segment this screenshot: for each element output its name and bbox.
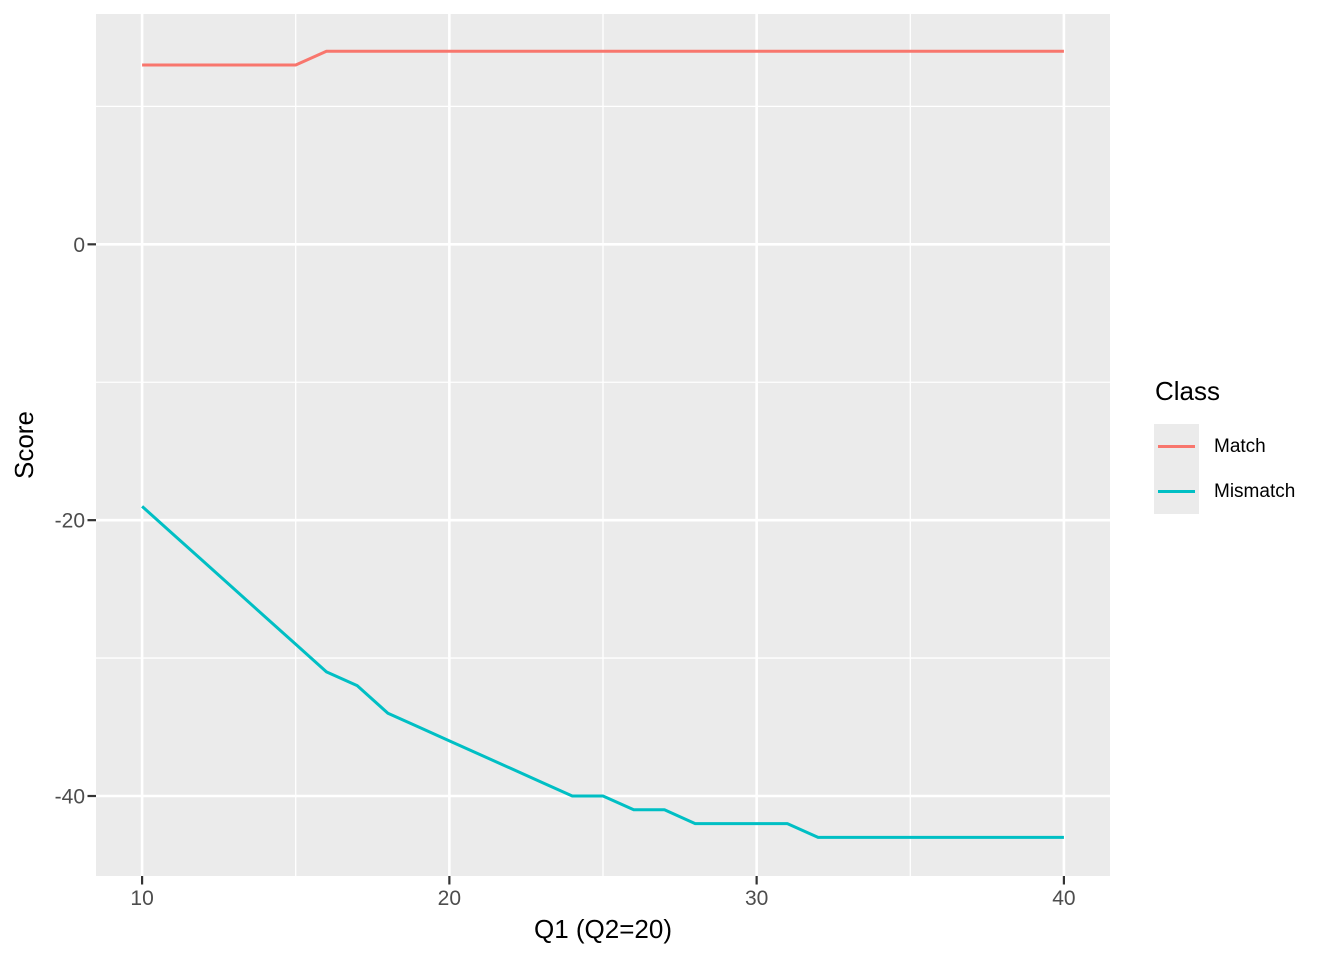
legend-label-match: Match bbox=[1214, 435, 1266, 457]
match-line-swatch-icon bbox=[1158, 445, 1195, 448]
x-tick-label-40: 40 bbox=[1052, 887, 1075, 910]
y-tick-label-0: 0 bbox=[73, 234, 85, 257]
legend: Class Match Mismatch bbox=[1154, 376, 1295, 514]
mismatch-line-swatch-icon bbox=[1158, 490, 1195, 493]
x-tick-label-10: 10 bbox=[130, 887, 153, 910]
x-axis-title: Q1 (Q2=20) bbox=[533, 914, 672, 944]
x-tick-label-30: 30 bbox=[745, 887, 768, 910]
y-tick-label--40: -40 bbox=[55, 786, 85, 809]
legend-key-match bbox=[1154, 424, 1199, 469]
legend-key-mismatch bbox=[1154, 469, 1199, 514]
y-axis-title: Score bbox=[9, 411, 39, 479]
legend-entry-mismatch: Mismatch bbox=[1154, 469, 1295, 514]
legend-entry-match: Match bbox=[1154, 424, 1295, 469]
x-tick-label-20: 20 bbox=[438, 887, 461, 910]
series-line-mismatch bbox=[141, 505, 1064, 839]
y-tick-label--20: -20 bbox=[55, 510, 85, 533]
series-line-match bbox=[142, 49, 1064, 67]
legend-title: Class bbox=[1155, 376, 1221, 406]
legend-label-mismatch: Mismatch bbox=[1214, 480, 1296, 502]
